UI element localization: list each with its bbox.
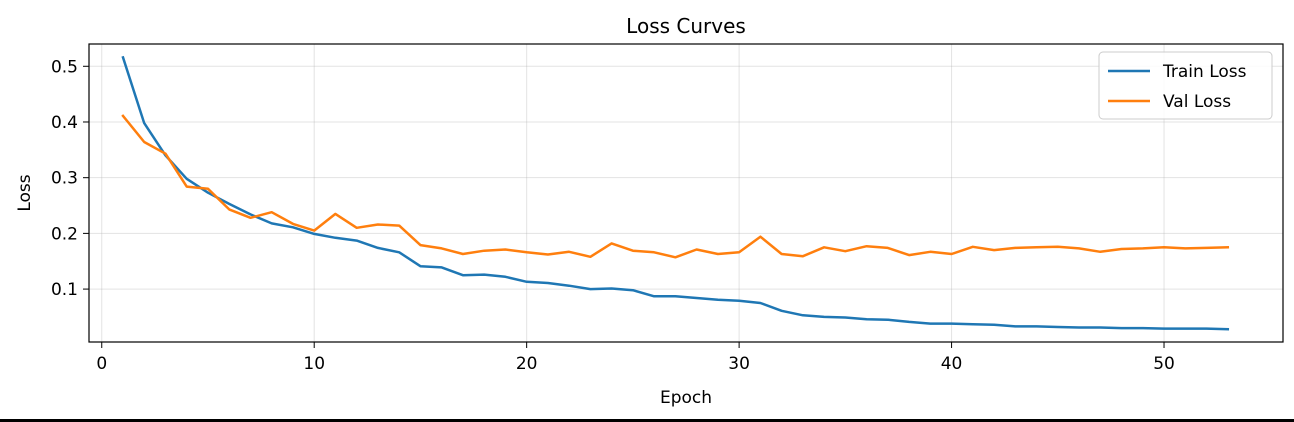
tick-labels: 0 10 20 30 40 50 0.1 0.2 0.3 0.4 0.5 <box>51 57 1175 374</box>
y-tick-label: 0.2 <box>51 224 78 244</box>
x-tick-label: 10 <box>303 354 325 374</box>
x-tick-label: 20 <box>516 354 538 374</box>
y-tick-label: 0.4 <box>51 113 78 133</box>
x-tick-label: 0 <box>96 354 107 374</box>
chart-title: Loss Curves <box>626 14 746 38</box>
x-tick-label: 30 <box>728 354 750 374</box>
x-tick-label: 40 <box>941 354 963 374</box>
x-axis-label: Epoch <box>660 388 712 408</box>
legend: Train Loss Val Loss <box>1098 51 1273 120</box>
x-tick-label: 50 <box>1153 354 1175 374</box>
legend-label-train-loss: Train Loss <box>1162 62 1247 82</box>
series-line-train-loss <box>121 55 1230 331</box>
tick-marks <box>83 65 1165 348</box>
series-line-val-loss <box>121 114 1230 259</box>
y-tick-label: 0.3 <box>51 169 78 189</box>
y-tick-label: 0.1 <box>51 280 78 300</box>
y-axis-label: Loss <box>15 174 35 211</box>
y-tick-label: 0.5 <box>51 57 78 77</box>
legend-label-val-loss: Val Loss <box>1163 92 1231 112</box>
grid-lines <box>89 44 1283 342</box>
series-layer <box>121 55 1230 331</box>
figure-bottom-rule <box>0 419 1294 422</box>
plot-area <box>89 44 1283 342</box>
axes-frame <box>88 43 1284 343</box>
